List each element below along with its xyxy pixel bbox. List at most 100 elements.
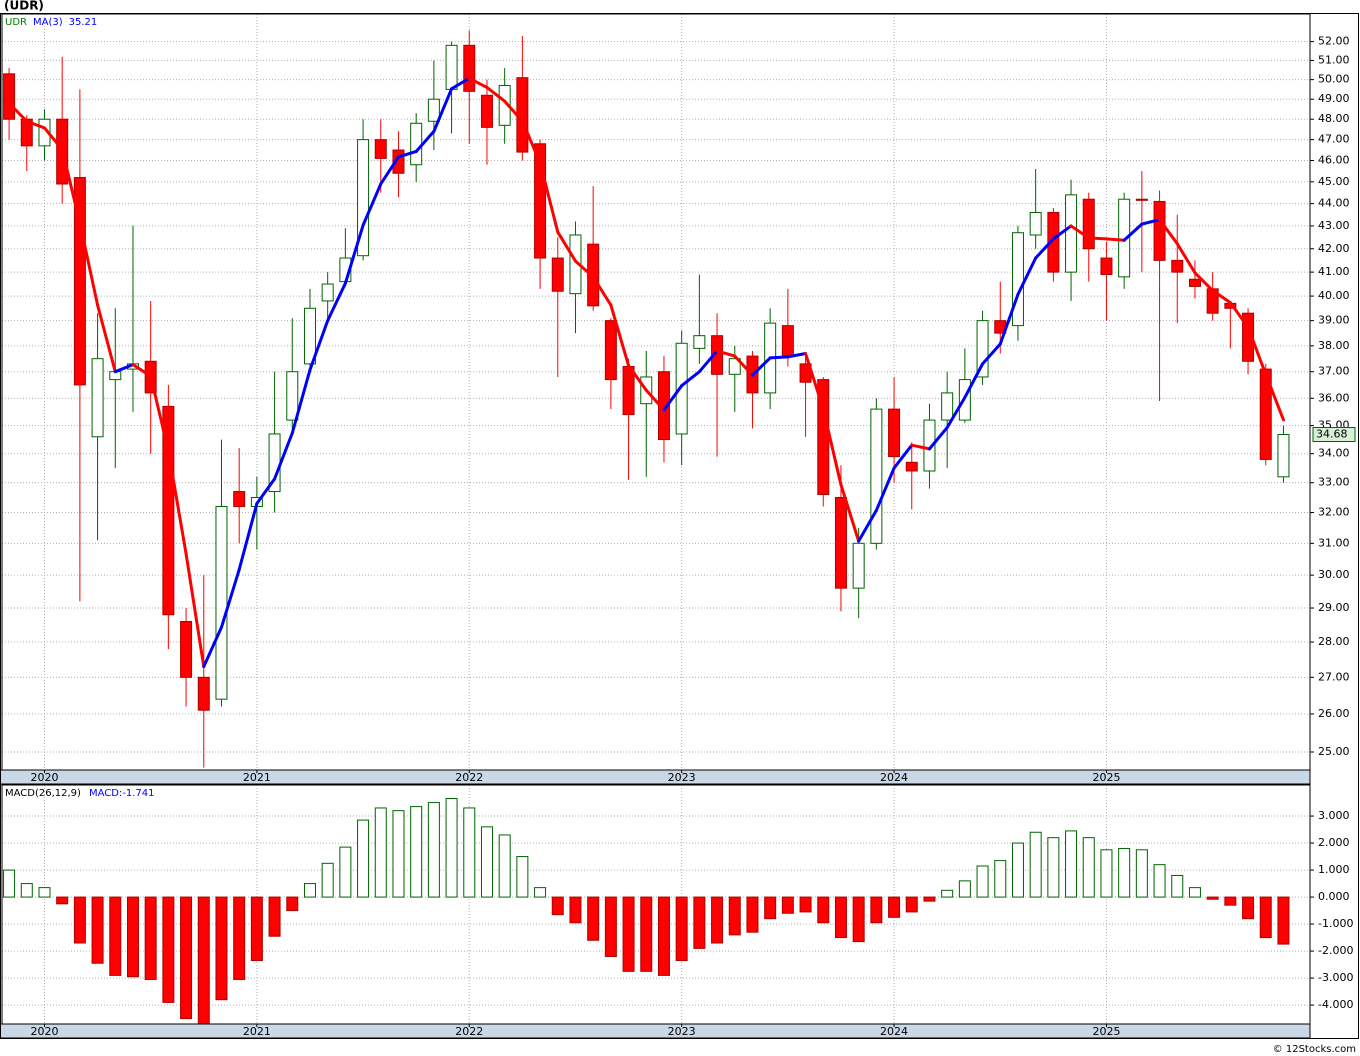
y-tick-label: 30.00 bbox=[1318, 568, 1350, 581]
candle-body bbox=[410, 122, 423, 166]
macd-bar bbox=[1242, 896, 1255, 920]
candle-body bbox=[941, 392, 954, 421]
macd-bar bbox=[976, 865, 989, 898]
ma-line bbox=[874, 466, 896, 512]
macd-bar bbox=[233, 896, 246, 980]
y-tick-label: 0.000 bbox=[1318, 890, 1350, 903]
macd-bar bbox=[109, 896, 122, 976]
ma-line bbox=[892, 443, 914, 470]
candle-body bbox=[675, 342, 688, 435]
ma-line bbox=[839, 483, 861, 543]
candle-body bbox=[1118, 198, 1131, 278]
y-tick-label: 31.00 bbox=[1318, 536, 1350, 549]
y-tick-label: -1.000 bbox=[1318, 917, 1353, 930]
ma-line bbox=[1175, 242, 1197, 275]
ma-line bbox=[113, 363, 135, 374]
macd-bar bbox=[250, 896, 263, 962]
macd-bar bbox=[657, 896, 670, 976]
ma-line bbox=[1193, 271, 1215, 293]
ma-line bbox=[1122, 222, 1144, 242]
ma-line bbox=[308, 319, 330, 372]
macd-bar bbox=[569, 896, 582, 924]
candle-body bbox=[445, 44, 458, 90]
macd-bar bbox=[1277, 896, 1290, 945]
candle-body bbox=[91, 358, 104, 438]
candle-body bbox=[427, 98, 440, 122]
ma-line bbox=[414, 129, 436, 153]
candle-body bbox=[976, 320, 989, 378]
ma-line bbox=[945, 395, 967, 430]
macd-bar bbox=[622, 896, 635, 972]
ma-line bbox=[42, 126, 64, 151]
ma-line bbox=[273, 431, 294, 481]
ma-line bbox=[786, 352, 808, 359]
y-tick-label: 32.00 bbox=[1318, 506, 1350, 519]
candle-body bbox=[480, 94, 493, 128]
candle-body bbox=[905, 461, 918, 472]
candle-body bbox=[923, 419, 936, 472]
ma-line bbox=[467, 76, 489, 89]
ma-line bbox=[1264, 372, 1285, 422]
macd-bar bbox=[534, 887, 547, 898]
y-tick-label: 42.00 bbox=[1318, 242, 1350, 255]
macd-bar bbox=[516, 856, 529, 898]
x-tick-label: 2020 bbox=[30, 1025, 58, 1038]
candle-body bbox=[1065, 194, 1078, 273]
ma-line bbox=[78, 221, 100, 307]
macd-bar bbox=[321, 862, 334, 898]
macd-bar bbox=[215, 896, 228, 1001]
ma-line bbox=[166, 449, 188, 556]
chart-title: (UDR) bbox=[4, 0, 44, 13]
candle-body bbox=[1135, 198, 1148, 201]
outer-border bbox=[0, 13, 1359, 1039]
macd-bar bbox=[994, 860, 1007, 898]
macd-bar bbox=[1065, 830, 1078, 898]
macd-bar bbox=[1100, 849, 1113, 898]
macd-bar bbox=[1206, 896, 1219, 900]
candle-body bbox=[781, 325, 794, 357]
y-tick-label: 50.00 bbox=[1318, 73, 1350, 86]
candle-body bbox=[1082, 198, 1095, 250]
x-tick-label: 2024 bbox=[880, 771, 908, 784]
macd-bar bbox=[1224, 896, 1237, 906]
macd-bar bbox=[91, 896, 104, 964]
macd-bar bbox=[1011, 842, 1024, 898]
ma-line bbox=[343, 223, 365, 285]
ma-line bbox=[804, 352, 825, 411]
macd-bar bbox=[799, 896, 812, 913]
ma-line bbox=[1051, 224, 1073, 241]
ma-line bbox=[662, 384, 684, 412]
macd-bar bbox=[392, 810, 405, 898]
legend-item: MA(3) bbox=[33, 17, 63, 28]
macd-bar bbox=[693, 896, 706, 949]
macd-bar bbox=[1047, 837, 1060, 898]
y-tick-label: 41.00 bbox=[1318, 265, 1350, 278]
y-tick-label: 48.00 bbox=[1318, 112, 1350, 125]
candle-body bbox=[551, 257, 564, 292]
macd-bar bbox=[1188, 887, 1201, 898]
candle-body bbox=[1100, 257, 1113, 275]
footer: © 12Stocks.com bbox=[1273, 1044, 1356, 1055]
ma-line bbox=[591, 275, 613, 307]
ma-line bbox=[503, 99, 524, 123]
macd-bar bbox=[339, 846, 352, 898]
macd-bar bbox=[551, 896, 564, 916]
plot-border bbox=[1, 784, 1311, 1025]
macd-bar bbox=[268, 896, 281, 937]
y-tick-label: 36.00 bbox=[1318, 391, 1350, 404]
ma-line bbox=[450, 76, 471, 91]
ma-line bbox=[998, 292, 1020, 346]
macd-bar bbox=[711, 896, 724, 944]
candle-body bbox=[392, 149, 405, 174]
ma-line bbox=[1069, 224, 1091, 240]
y-tick-label: 2.000 bbox=[1318, 836, 1350, 849]
candle-body bbox=[1259, 368, 1272, 460]
candle-body bbox=[728, 358, 741, 375]
last-price-label: 34.68 bbox=[1316, 428, 1348, 441]
macd-bar bbox=[764, 896, 777, 920]
y-tick-label: 51.00 bbox=[1318, 53, 1350, 66]
macd-bar bbox=[303, 883, 316, 898]
macd-bar bbox=[640, 896, 653, 972]
macd-bar bbox=[197, 896, 210, 1025]
